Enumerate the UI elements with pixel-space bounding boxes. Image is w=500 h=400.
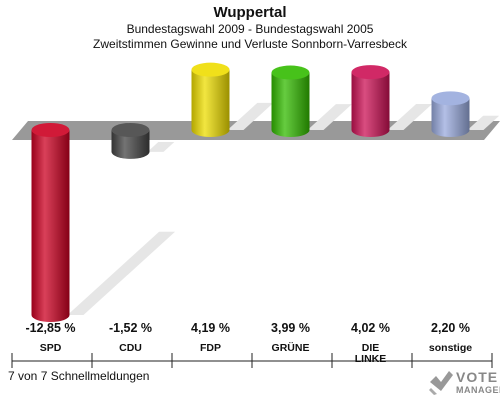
bar-shadow-die-linke [387, 103, 433, 130]
bar-fdp [191, 62, 230, 138]
category-label-spd: SPD [40, 342, 62, 354]
footer-note: 7 von 7 Schnellmeldungen [8, 369, 150, 383]
bar-shadow-spd [67, 231, 176, 315]
value-label-fdp: 4,19 % [191, 321, 230, 335]
value-label-gruene: 3,99 % [271, 321, 310, 335]
bar-cap-cdu [111, 123, 150, 137]
bar-body-sonstige [431, 98, 470, 138]
bar-shadow-sonstige [467, 115, 500, 130]
bar-cap-gruene [271, 65, 310, 80]
bar-cdu [111, 123, 150, 159]
bar-sonstige [431, 91, 470, 138]
bar-body-fdp [191, 69, 230, 138]
bar-body-spd [31, 130, 70, 323]
bar-shadow-gruene [307, 104, 352, 130]
category-label-gruene: GRÜNE [272, 341, 310, 354]
vote-check-icon [429, 371, 453, 395]
category-label-cdu: CDU [119, 342, 142, 354]
bar-shadow-cdu [147, 142, 175, 152]
vote-manager-logo: VOTE MANAGER [428, 368, 500, 398]
chart-subtitle-comparison: Bundestagswahl 2009 - Bundestagswahl 200… [126, 22, 374, 36]
bar-cap-fdp [191, 62, 230, 77]
bar-cap-die-linke [351, 65, 390, 80]
category-label-sonstige: sonstige [429, 342, 472, 354]
bar-body-cdu [111, 130, 150, 159]
value-label-spd: -12,85 % [25, 321, 75, 335]
category-label-fdp: FDP [200, 342, 221, 354]
logo-text-manager: MANAGER [456, 385, 500, 395]
bar-body-gruene [271, 72, 310, 138]
value-label-die-linke: 4,02 % [351, 321, 390, 335]
bar-shadow-fdp [227, 102, 274, 130]
bar-die-linke [351, 65, 390, 138]
logo-text-vote: VOTE [456, 369, 499, 385]
chart-subtitle-district: Zweitstimmen Gewinne und Verluste Sonnbo… [93, 37, 407, 51]
chart-title: Wuppertal [213, 4, 287, 21]
bar-gruene [271, 65, 310, 138]
bar-body-die-linke [351, 72, 390, 138]
value-label-cdu: -1,52 % [109, 321, 152, 335]
value-label-sonstige: 2,20 % [431, 321, 470, 335]
bar-spd [31, 123, 70, 323]
bar-cap-spd [31, 123, 70, 137]
category-label-die-linke: DIE LINKE [355, 342, 387, 365]
bar-cap-sonstige [431, 91, 470, 106]
zero-baseline-band [12, 121, 500, 140]
